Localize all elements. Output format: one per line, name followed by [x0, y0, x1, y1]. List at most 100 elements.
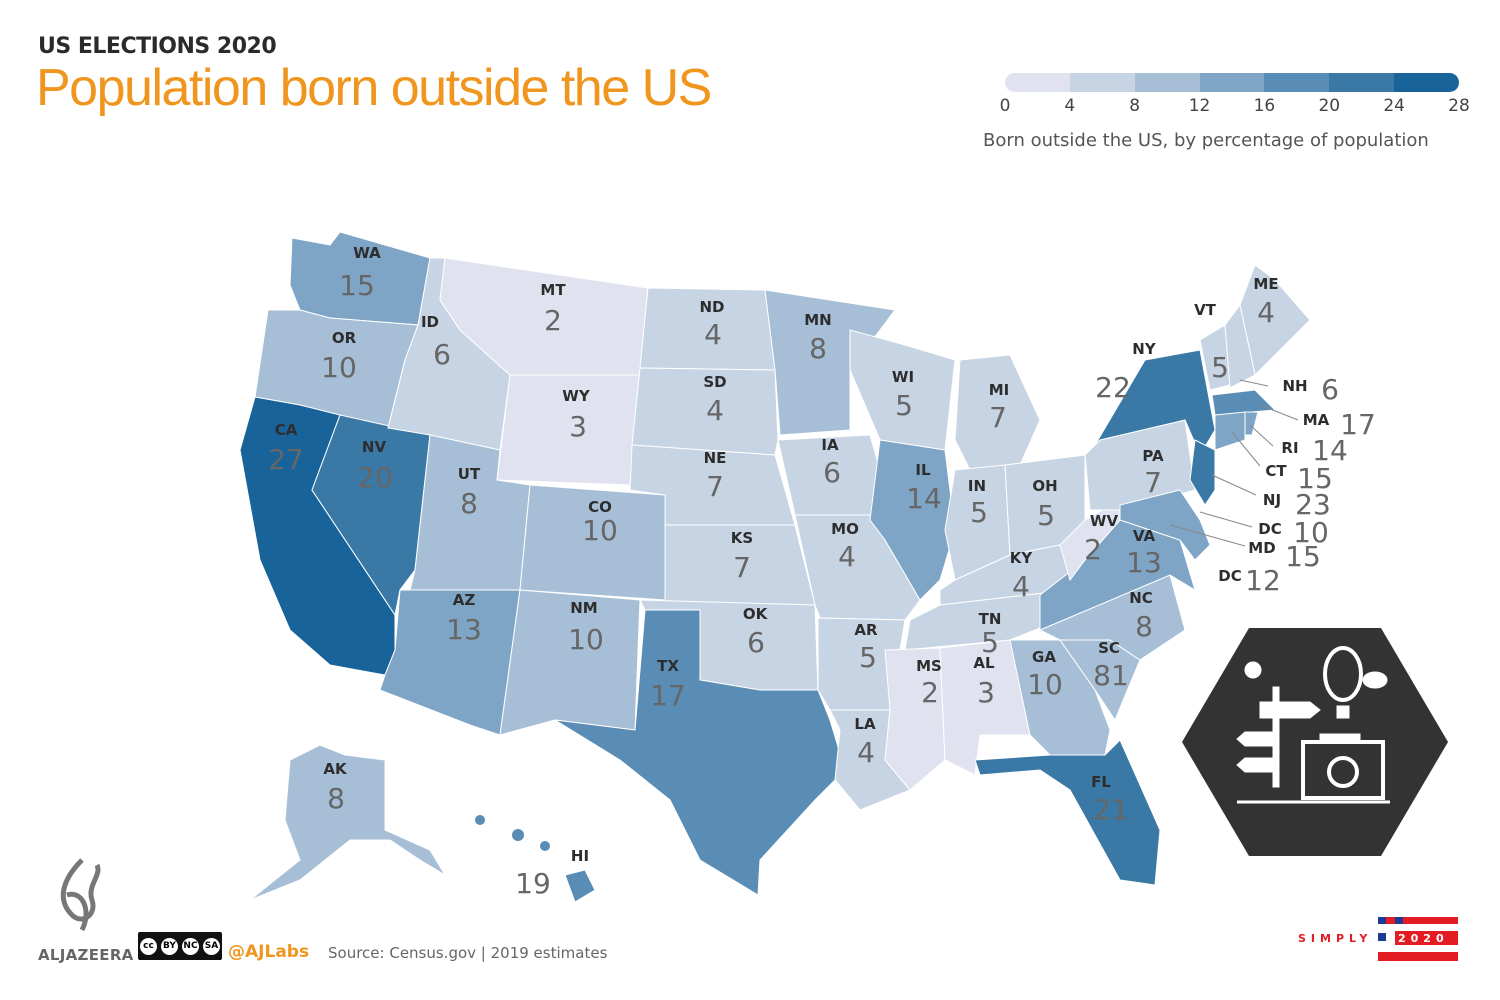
state-sd[interactable] [631, 367, 779, 456]
state-ma[interactable] [1211, 389, 1277, 416]
nc-icon: NC [182, 937, 199, 955]
state-abbr: WA [353, 244, 381, 262]
leader-line [1199, 511, 1253, 528]
state-value: 13 [446, 613, 482, 646]
state-value: 8 [327, 782, 345, 815]
state-abbr: ND [699, 298, 724, 316]
state-value: 10 [582, 514, 618, 547]
brand-name: ALJAZEERA [38, 946, 134, 964]
state-fl[interactable] [974, 739, 1161, 886]
state-abbr: SC [1098, 639, 1120, 657]
state-abbr: MO [831, 520, 859, 538]
state-value: 8 [809, 332, 827, 365]
leader-line [1211, 474, 1257, 496]
state-abbr: DC [1218, 567, 1241, 585]
state-nj[interactable] [1189, 439, 1216, 506]
state-hi-island [475, 815, 485, 825]
twitter-handle[interactable]: @AJLabs [228, 942, 310, 962]
state-value: 6 [433, 338, 451, 371]
state-value: 2 [1084, 533, 1102, 566]
legend-tick: 24 [1383, 96, 1405, 116]
state-il[interactable] [869, 439, 956, 601]
state-abbr: MI [989, 381, 1010, 399]
state-value: 4 [1012, 570, 1030, 603]
year-text: 2020 [1398, 932, 1449, 945]
state-abbr: MT [540, 281, 566, 299]
state-abbr: OK [743, 605, 769, 623]
state-abbr: WV [1090, 512, 1119, 530]
state-abbr: KS [731, 529, 753, 547]
legend-swatch [1199, 73, 1265, 92]
state-abbr: LA [854, 715, 876, 733]
state-hi[interactable] [564, 869, 596, 903]
state-abbr: VA [1133, 527, 1156, 545]
state-abbr: PA [1142, 447, 1164, 465]
state-az[interactable] [379, 589, 521, 736]
state-abbr: WY [562, 387, 591, 405]
state-value: 5 [1037, 499, 1055, 532]
state-value: 15 [1297, 462, 1333, 495]
cloud-icon [1362, 671, 1388, 689]
state-value: 14 [1312, 434, 1348, 467]
state-abbr: DC [1258, 520, 1281, 538]
state-abbr: UT [458, 465, 481, 483]
state-abbr: FL [1091, 773, 1111, 791]
legend-ticks: 0 4 8 12 16 20 24 28 [1000, 96, 1470, 120]
state-nh[interactable] [1224, 303, 1256, 389]
state-abbr: AK [323, 760, 348, 778]
legend-tick: 12 [1188, 96, 1211, 116]
state-value: 3 [977, 676, 995, 709]
state-abbr: IA [821, 436, 839, 454]
state-value: 14 [906, 482, 942, 515]
state-hi-island [512, 829, 524, 841]
legend-tick: 4 [1064, 96, 1076, 116]
state-abbr: NH [1282, 377, 1307, 395]
state-value: 5 [859, 641, 877, 674]
state-abbr: NC [1129, 589, 1153, 607]
balloon-icon [1323, 646, 1363, 702]
state-abbr: AL [973, 654, 995, 672]
state-value: 5 [970, 496, 988, 529]
by-icon: BY [161, 937, 178, 955]
state-abbr: MN [804, 311, 831, 329]
leader-line [1249, 424, 1274, 447]
state-value: 5 [981, 626, 999, 659]
state-value: 4 [704, 318, 722, 351]
legend-swatch [1329, 73, 1395, 92]
leader-line [1231, 431, 1261, 467]
state-value: 3 [569, 410, 587, 443]
state-ct[interactable] [1214, 411, 1246, 451]
state-value: 27 [268, 443, 304, 476]
legend-tick: 20 [1318, 96, 1341, 116]
state-abbr: WI [892, 368, 914, 386]
state-value: 6 [747, 626, 765, 659]
state-value: 8 [460, 487, 478, 520]
state-value: 5 [1211, 351, 1229, 384]
state-abbr: CO [588, 498, 612, 516]
state-value: 4 [706, 394, 724, 427]
state-abbr: RI [1281, 439, 1298, 457]
state-md[interactable] [1119, 489, 1211, 561]
legend-swatch [1069, 73, 1135, 92]
state-ak[interactable] [249, 744, 446, 901]
state-tx[interactable] [554, 609, 846, 896]
sa-icon: SA [203, 937, 220, 955]
state-abbr: KY [1010, 549, 1034, 567]
state-value: 7 [733, 551, 751, 584]
state-value: 10 [321, 351, 357, 384]
aljazeera-logo-icon [60, 858, 101, 932]
state-value: 20 [357, 461, 393, 494]
legend-tick: 28 [1448, 96, 1470, 116]
state-value: 7 [1144, 466, 1162, 499]
state-value: 17 [650, 679, 686, 712]
state-abbr: SD [703, 373, 726, 391]
state-value: 15 [1285, 540, 1321, 573]
state-abbr: MS [916, 657, 942, 675]
color-legend: 0 4 8 12 16 20 24 28 [1000, 73, 1470, 120]
legend-swatch [1394, 73, 1459, 92]
state-ny[interactable] [1094, 349, 1216, 457]
state-abbr: CT [1265, 462, 1287, 480]
state-ri[interactable] [1244, 411, 1259, 436]
state-mn[interactable] [764, 289, 896, 436]
